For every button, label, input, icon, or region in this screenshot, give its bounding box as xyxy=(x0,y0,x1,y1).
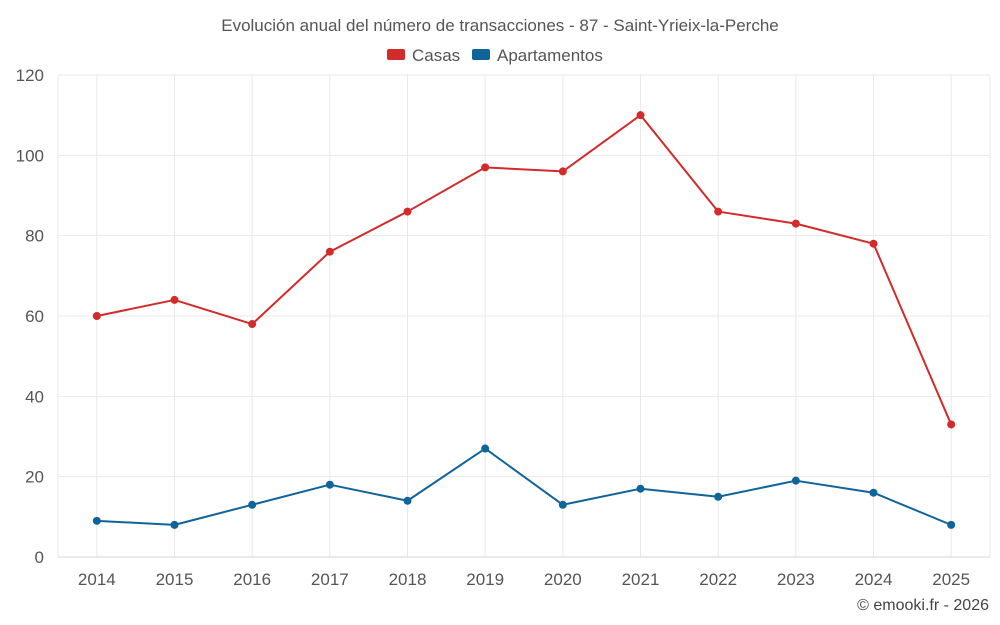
x-tick-label: 2021 xyxy=(622,570,660,589)
legend-swatch-apartamentos[interactable] xyxy=(472,49,490,60)
y-tick-label: 60 xyxy=(25,307,44,326)
series-apartamentos xyxy=(92,444,956,529)
data-point-casas-2017[interactable] xyxy=(325,247,334,256)
grid xyxy=(57,74,991,558)
x-axis: 2014 2015 2016 2017 2018 2019 2020 2021 2022 2023… xyxy=(78,570,970,589)
y-tick-label: 80 xyxy=(25,227,44,246)
data-point-apartamentos-2023[interactable] xyxy=(791,476,800,485)
x-tick-label: 2018 xyxy=(389,570,427,589)
data-point-apartamentos-2019[interactable] xyxy=(481,444,490,453)
x-tick-label: 2023 xyxy=(777,570,815,589)
y-tick-label: 20 xyxy=(25,468,44,487)
chart-title: Evolución anual del número de transaccio… xyxy=(221,16,779,35)
data-point-casas-2021[interactable] xyxy=(636,111,645,120)
data-point-casas-2020[interactable] xyxy=(558,167,567,176)
x-tick-label: 2015 xyxy=(156,570,194,589)
data-point-apartamentos-2017[interactable] xyxy=(325,480,334,489)
x-tick-label: 2022 xyxy=(699,570,737,589)
series-line-casas xyxy=(96,114,953,425)
x-tick-label: 2014 xyxy=(78,570,116,589)
data-point-apartamentos-2024[interactable] xyxy=(869,488,878,497)
x-tick-label: 2017 xyxy=(311,570,349,589)
data-point-casas-2015[interactable] xyxy=(170,295,179,304)
data-point-apartamentos-2018[interactable] xyxy=(403,496,412,505)
series-layer xyxy=(92,111,956,529)
data-point-apartamentos-2015[interactable] xyxy=(170,520,179,529)
series-line-apartamentos xyxy=(96,447,952,526)
data-point-casas-2014[interactable] xyxy=(92,312,101,320)
data-point-apartamentos-2014[interactable] xyxy=(92,516,101,525)
data-point-casas-2022[interactable] xyxy=(714,207,723,216)
data-point-casas-2019[interactable] xyxy=(481,163,490,172)
data-point-apartamentos-2025[interactable] xyxy=(947,520,956,529)
legend-label-apartamentos[interactable]: Apartamentos xyxy=(497,46,603,65)
data-point-casas-2025[interactable] xyxy=(947,420,956,429)
legend-swatch-casas[interactable] xyxy=(387,49,405,60)
data-point-casas-2024[interactable] xyxy=(869,239,878,248)
legend: Casas Apartamentos xyxy=(387,46,603,65)
data-point-apartamentos-2022[interactable] xyxy=(714,492,723,501)
data-point-casas-2018[interactable] xyxy=(403,207,412,216)
data-point-apartamentos-2016[interactable] xyxy=(248,500,257,509)
y-tick-label: 120 xyxy=(16,66,44,85)
data-point-casas-2016[interactable] xyxy=(248,320,257,329)
y-tick-label: 40 xyxy=(25,387,44,406)
x-tick-label: 2020 xyxy=(544,570,582,589)
x-tick-label: 2016 xyxy=(233,570,271,589)
data-point-apartamentos-2021[interactable] xyxy=(636,484,645,493)
data-point-casas-2023[interactable] xyxy=(791,219,800,228)
y-tick-label: 0 xyxy=(35,548,44,567)
legend-label-casas[interactable]: Casas xyxy=(412,46,460,65)
x-tick-label: 2025 xyxy=(932,570,970,589)
x-tick-label: 2024 xyxy=(855,570,893,589)
x-tick-label: 2019 xyxy=(466,570,504,589)
y-tick-label: 100 xyxy=(16,146,44,165)
credit-text: © emooki.fr - 2026 xyxy=(857,597,989,614)
data-point-apartamentos-2020[interactable] xyxy=(558,500,567,509)
series-casas xyxy=(92,111,956,429)
y-axis: 0 20 40 60 80 100 120 xyxy=(16,66,44,567)
